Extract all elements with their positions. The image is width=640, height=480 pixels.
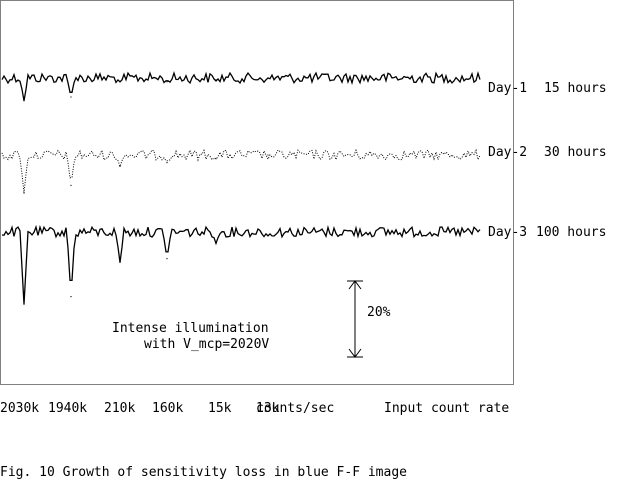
series-exposure-day1: 15 hours [544, 81, 607, 96]
dip-point [166, 258, 168, 260]
dip-point [70, 296, 72, 298]
dip-point [70, 184, 72, 186]
dip-point [166, 162, 168, 164]
dip-point [23, 192, 25, 194]
x-tick-label: 1940k [48, 401, 87, 416]
scale-bar-label: 20% [367, 305, 391, 320]
series-line-day-1 [1, 70, 481, 101]
x-tick-label: 2030k [0, 401, 39, 416]
x-tick-label: 13k [256, 401, 280, 416]
series-line-day-3 [1, 224, 481, 305]
series-label-day2: Day-2 [488, 145, 527, 160]
dip-point [119, 81, 121, 83]
x-axis-label: Input count rate [384, 401, 509, 416]
dip-point [23, 100, 25, 102]
x-tick-label: 15k [208, 401, 232, 416]
dip-point [215, 242, 217, 244]
scale-bar-arrow-up [348, 280, 362, 290]
scale-bar: 20% [347, 280, 391, 358]
series-label-day3: Day-3 [488, 225, 527, 240]
series-exposure-day2: 30 hours [544, 145, 607, 160]
plot-frame [0, 0, 514, 385]
scale-bar-arrow-down [348, 348, 362, 358]
x-tick-label: 160k [152, 401, 183, 416]
dip-point [23, 303, 25, 305]
series-line-day-2 [1, 148, 481, 194]
series-layer [1, 70, 481, 305]
series-labels: Day-1 15 hours Day-2 30 hours Day-3 100 … [488, 81, 607, 240]
series-exposure-day3: 100 hours [536, 225, 606, 240]
annotation-line-1: Intense illumination [112, 321, 269, 336]
dip-point [267, 235, 269, 237]
x-tick-label: 210k [104, 401, 135, 416]
annotation-line-2: with V_mcp=2020V [144, 337, 269, 352]
x-unit-label: counts/sec [256, 401, 334, 416]
dip-point [267, 77, 269, 79]
dip-point [267, 154, 269, 156]
dip-point [215, 158, 217, 160]
dip-point [119, 165, 121, 167]
dip-point [119, 261, 121, 263]
dip-point [166, 81, 168, 83]
dip-point [70, 96, 72, 98]
annotation: Intense illumination with V_mcp=2020V [112, 321, 269, 352]
x-tick-labels: 2030k 1940k 210k 160k 15k 13k [0, 401, 280, 416]
dip-point [215, 79, 217, 81]
series-label-day1: Day-1 [488, 81, 527, 96]
figure-caption: Fig. 10 Growth of sensitivity loss in bl… [0, 465, 407, 480]
